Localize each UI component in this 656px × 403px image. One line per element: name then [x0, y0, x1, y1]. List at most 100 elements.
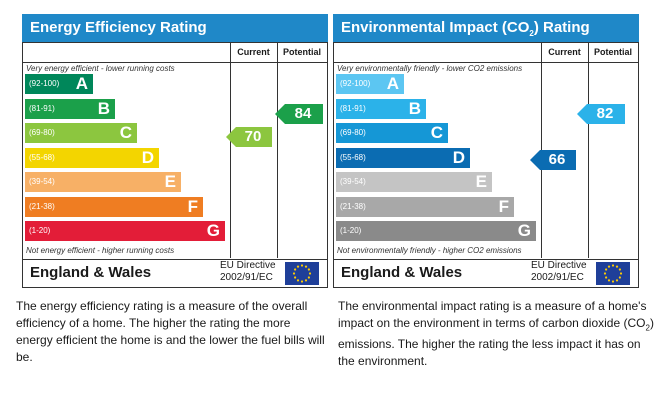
- current-rating-arrow: 70: [226, 127, 272, 147]
- row-divider: [334, 62, 638, 63]
- band-range-label: (92-100): [29, 79, 60, 88]
- eu-star-icon: [615, 279, 619, 282]
- band-letter: F: [187, 196, 198, 216]
- directive-code: 2002/91/EC: [531, 272, 584, 283]
- eu-star-icon: [611, 264, 615, 267]
- eu-star-icon: [619, 272, 623, 275]
- potential-rating-arrow: 84: [275, 104, 323, 124]
- directive-line: EU Directive: [220, 260, 276, 271]
- eu-star-icon: [611, 280, 615, 283]
- rating-band-d: (55-68) D: [336, 147, 470, 168]
- band-letter: D: [452, 147, 465, 167]
- rating-band-b: (81-91) B: [25, 98, 115, 119]
- band-range-label: (69-80): [29, 128, 55, 137]
- band-letter: A: [386, 74, 399, 93]
- rating-band-g: (1-20) G: [336, 221, 536, 241]
- region-label: England & Wales: [341, 264, 463, 281]
- band-range-label: (81-91): [340, 103, 366, 113]
- eu-star-icon: [300, 280, 304, 283]
- row-divider: [23, 62, 327, 63]
- eu-star-icon: [603, 272, 607, 275]
- energy-chart-body: Current Potential Very energy efficient …: [22, 42, 328, 288]
- eu-star-icon: [605, 268, 608, 271]
- rating-band-f: (21-38) F: [336, 196, 514, 217]
- arrow-shape: [275, 104, 323, 124]
- environmental-impact-chart: Environmental Impact (CO2) Rating Curren…: [333, 14, 639, 288]
- band-range-label: (55-68): [29, 152, 55, 162]
- band-range-label: (39-54): [29, 177, 55, 186]
- rating-band-a: (92-100) A: [336, 74, 404, 94]
- bottom-note: Not energy efficient - higher running co…: [26, 246, 175, 255]
- eu-star-icon: [307, 276, 310, 279]
- rating-band-b: (81-91) B: [336, 98, 426, 119]
- band-letter: A: [75, 74, 88, 93]
- environmental-chart-body: Current Potential Very environmentally f…: [333, 42, 639, 288]
- energy-description: The energy efficiency rating is a measur…: [16, 299, 325, 364]
- arrow-shape: [577, 104, 625, 124]
- band-letter: E: [475, 172, 487, 191]
- bottom-note: Not environmentally friendly - higher CO…: [337, 246, 522, 255]
- current-rating-value: 70: [244, 128, 262, 145]
- eu-star-icon: [304, 279, 308, 282]
- rating-band-g: (1-20) G: [25, 221, 225, 241]
- column-divider: [230, 43, 231, 258]
- band-range-label: (1-20): [29, 226, 51, 235]
- title-subscript: 2: [529, 29, 534, 38]
- eu-star-icon: [618, 268, 621, 271]
- eu-star-icon: [615, 265, 619, 268]
- rating-band-e: (39-54) E: [336, 172, 492, 192]
- potential-column-header: Potential: [593, 47, 632, 57]
- region-label: England & Wales: [30, 264, 152, 281]
- eu-star-icon: [304, 265, 308, 268]
- top-note: Very energy efficient - lower running co…: [26, 64, 175, 73]
- eu-star-icon: [607, 279, 611, 282]
- environmental-chart-title: Environmental Impact (CO2) Rating: [333, 14, 639, 42]
- band-range-label: (21-38): [29, 201, 55, 211]
- band-letter: D: [141, 147, 154, 167]
- eu-star-icon: [605, 276, 608, 279]
- eu-star-icon: [294, 276, 297, 279]
- eu-flag-icon: [596, 262, 630, 285]
- band-letter: C: [119, 123, 132, 142]
- band-letter: G: [517, 221, 531, 240]
- row-divider: [23, 259, 327, 260]
- rating-band-c: (69-80) C: [336, 123, 448, 143]
- top-note: Very environmentally friendly - lower CO…: [337, 64, 523, 73]
- directive-line: EU Directive: [531, 260, 587, 271]
- eu-flag-icon: [285, 262, 319, 285]
- rating-band-d: (55-68) D: [25, 147, 159, 168]
- description-text-end: ) emissions. The higher the rating the l…: [338, 316, 654, 369]
- column-divider: [277, 43, 278, 258]
- band-letter: B: [97, 98, 110, 118]
- rating-band-f: (21-38) F: [25, 196, 203, 217]
- arrow-shape: [530, 150, 576, 170]
- band-letter: F: [498, 196, 509, 216]
- rating-band-a: (92-100) A: [25, 74, 93, 94]
- energy-chart-title: Energy Efficiency Rating: [22, 14, 328, 42]
- title-text: Environmental Impact (CO: [341, 19, 530, 36]
- band-range-label: (39-54): [340, 177, 366, 186]
- band-letter: E: [164, 172, 176, 191]
- rating-band-e: (39-54) E: [25, 172, 181, 192]
- eu-star-icon: [296, 279, 300, 282]
- eu-star-icon: [294, 268, 297, 271]
- band-letter: G: [206, 221, 220, 240]
- potential-rating-value: 84: [294, 105, 312, 122]
- current-column-header: Current: [237, 47, 270, 57]
- band-range-label: (21-38): [340, 201, 366, 211]
- band-letter: B: [408, 98, 421, 118]
- eu-star-icon: [292, 272, 296, 275]
- eu-star-icon: [308, 272, 312, 275]
- rating-band-c: (69-80) C: [25, 123, 137, 143]
- current-column-header: Current: [548, 47, 581, 57]
- eu-directive: EU Directive 2002/91/EC: [220, 260, 284, 284]
- eu-star-icon: [618, 276, 621, 279]
- energy-efficiency-chart: Energy Efficiency Rating Current Potenti…: [22, 14, 328, 288]
- eu-star-icon: [307, 268, 310, 271]
- eu-directive: EU Directive 2002/91/EC: [531, 260, 595, 284]
- environmental-description: The environmental impact rating is a mea…: [338, 298, 656, 370]
- directive-code: 2002/91/EC: [220, 272, 273, 283]
- potential-rating-value: 82: [596, 105, 614, 122]
- potential-column-header: Potential: [282, 47, 321, 57]
- band-range-label: (55-68): [340, 152, 366, 162]
